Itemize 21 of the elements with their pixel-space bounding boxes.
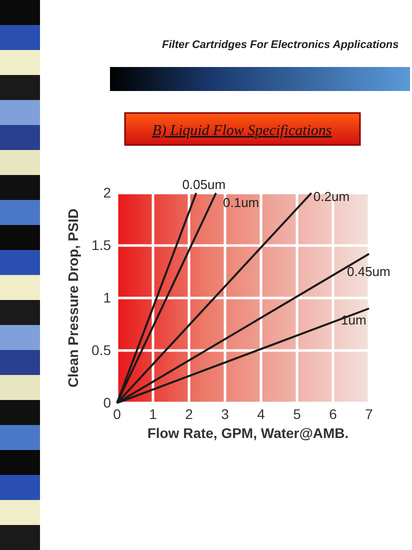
- chart-subtitle: Filter Cartridges For Electronics Applications: [162, 39, 399, 51]
- x-tick-label: 1: [149, 406, 158, 422]
- x-tick-label: 5: [293, 406, 302, 422]
- y-tick-label: 0: [103, 394, 112, 410]
- y-axis-title: Clean Pressure Drop, PSID: [65, 208, 81, 388]
- x-tick-label: 3: [221, 406, 230, 422]
- y-tick-label: 1: [103, 289, 112, 306]
- x-tick-label: 4: [257, 406, 266, 422]
- y-tick-label: 0.5: [92, 342, 112, 358]
- series-label: 0.45um: [347, 264, 390, 279]
- y-tick-label: 2: [103, 184, 112, 200]
- x-tick-label: 0: [113, 406, 122, 422]
- series-label: 1um: [341, 312, 366, 328]
- x-tick-label: 2: [185, 406, 194, 422]
- y-tick-label: 1.5: [92, 236, 112, 253]
- x-tick-label: 7: [365, 406, 374, 422]
- x-axis-title: Flow Rate, GPM, Water@AMB.: [147, 425, 349, 441]
- series-label: 0.2um: [313, 189, 350, 204]
- chart-title: B) Liquid Flow Specifications: [152, 123, 332, 139]
- x-tick-label: 6: [329, 406, 338, 422]
- series-label: 0.05um: [182, 177, 226, 192]
